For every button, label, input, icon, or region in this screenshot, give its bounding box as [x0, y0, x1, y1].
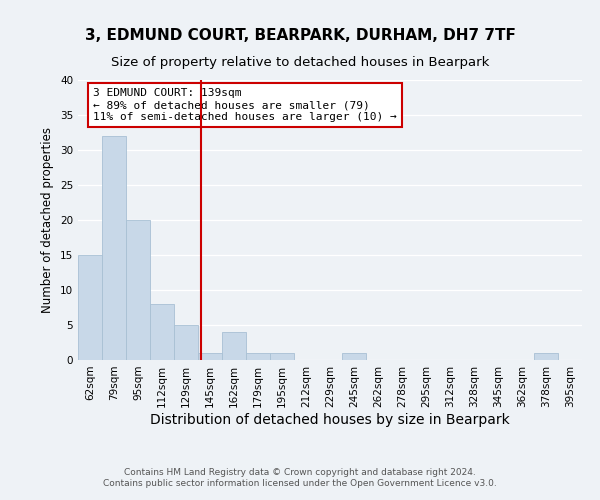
- X-axis label: Distribution of detached houses by size in Bearpark: Distribution of detached houses by size …: [150, 412, 510, 426]
- Bar: [222, 332, 246, 360]
- Bar: [102, 136, 126, 360]
- Text: 3 EDMUND COURT: 139sqm
← 89% of detached houses are smaller (79)
11% of semi-det: 3 EDMUND COURT: 139sqm ← 89% of detached…: [93, 88, 397, 122]
- Text: Contains HM Land Registry data © Crown copyright and database right 2024.
Contai: Contains HM Land Registry data © Crown c…: [103, 468, 497, 487]
- Bar: [126, 220, 150, 360]
- Bar: [150, 304, 174, 360]
- Bar: [174, 325, 198, 360]
- Y-axis label: Number of detached properties: Number of detached properties: [41, 127, 55, 313]
- Bar: [534, 353, 558, 360]
- Bar: [342, 353, 366, 360]
- Text: Size of property relative to detached houses in Bearpark: Size of property relative to detached ho…: [111, 56, 489, 69]
- Bar: [78, 255, 102, 360]
- Text: 3, EDMUND COURT, BEARPARK, DURHAM, DH7 7TF: 3, EDMUND COURT, BEARPARK, DURHAM, DH7 7…: [85, 28, 515, 42]
- Bar: [198, 353, 222, 360]
- Bar: [246, 353, 270, 360]
- Bar: [270, 353, 294, 360]
